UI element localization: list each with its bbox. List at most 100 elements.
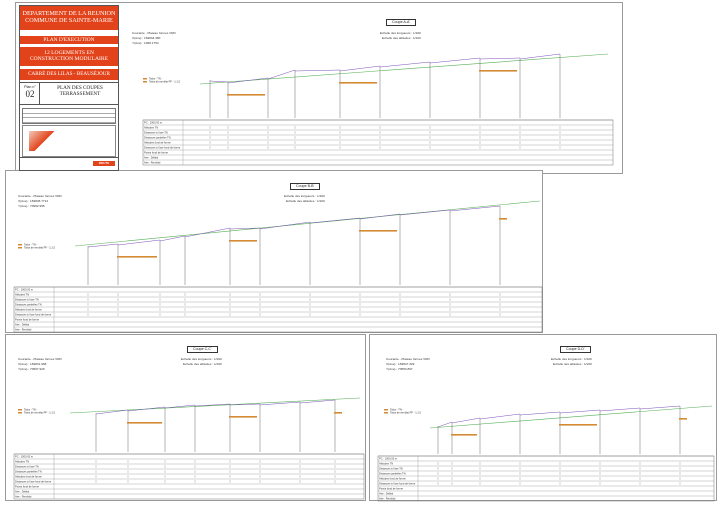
section-c-scale-v: Echelle des altitudes : 1/100 bbox=[183, 362, 222, 366]
section-d-info-3: Y(Axe) : 70553.897 bbox=[386, 367, 413, 371]
section-d-scale-h: Echelle des longueurs : 1/100 bbox=[551, 357, 592, 361]
table-row-label: Distances partielles TN bbox=[144, 135, 171, 139]
plan-row: Plan n° 02 PLAN DES COUPES TERRASSEMENT bbox=[20, 82, 118, 105]
table-row-label: Aire : Déblai bbox=[15, 322, 30, 326]
table-row-label: Distances à l'axe TN bbox=[15, 464, 39, 468]
platform-line bbox=[449, 205, 501, 212]
platform-line bbox=[127, 406, 166, 412]
title-block-footer: ROUTE bbox=[20, 157, 118, 170]
legend-label: Talus de remblai PF - 1:1.5 bbox=[24, 411, 56, 415]
sheet-d bbox=[369, 334, 717, 501]
section-d-info-1: Courante - Plateau formes VRD bbox=[386, 357, 430, 361]
section-a-info-1: Courante - Plateau formes VRD bbox=[132, 31, 176, 35]
legend-label: Talus de remblai PF - 1:1.5 bbox=[24, 246, 56, 250]
legend-label: Talus de remblai PF - 1:1.5 bbox=[149, 80, 181, 84]
platform-line bbox=[379, 61, 431, 68]
platform-line bbox=[227, 77, 269, 84]
legend-label: Talus - TN - bbox=[149, 77, 162, 81]
phase: PLAN D'EXECUTION bbox=[20, 36, 118, 44]
table-row-label: Aire : Déblai bbox=[379, 491, 394, 495]
table-row-label: Aire : Remblai bbox=[379, 496, 396, 500]
section-c-title: Coupe C-C' bbox=[187, 346, 218, 353]
table-row-label: Distances à l'axe fond de forme bbox=[379, 481, 416, 485]
section-d-title: Coupe D-D' bbox=[560, 346, 591, 353]
table-row-label: Distances à l'axe fond de forme bbox=[15, 479, 52, 483]
legend-label: Talus - TN - bbox=[24, 243, 37, 247]
section-a-scale-v: Echelle des altitudes : 1/100 bbox=[382, 36, 421, 40]
table-row-label: Distances partielles TN bbox=[379, 471, 406, 475]
platform-line bbox=[299, 399, 336, 404]
platform-line bbox=[399, 209, 451, 216]
section-b-info-3: Y(Axe) : 70952.995 bbox=[18, 204, 45, 208]
table-row-label: Aire : Remblai bbox=[15, 327, 32, 331]
platform-line bbox=[87, 243, 119, 248]
section-b-info-1: Courante - Plateau formes VRD bbox=[18, 194, 62, 198]
platform-line bbox=[339, 65, 381, 72]
legend-swatch-1 bbox=[18, 409, 22, 411]
table-row-label: Altitudes TN bbox=[144, 125, 158, 129]
platform-line bbox=[294, 69, 341, 72]
section-a-scale-h: Echelle des longueurs : 1/100 bbox=[380, 31, 421, 35]
fill-strip bbox=[229, 240, 257, 242]
fill-strip bbox=[117, 256, 157, 258]
revision-table bbox=[22, 108, 116, 124]
platform-line bbox=[259, 401, 301, 406]
platform-line bbox=[479, 57, 521, 60]
table-row-label: Distances partielles TN bbox=[15, 469, 42, 473]
table-row-label: Altitudes TN bbox=[15, 292, 29, 296]
platform-line bbox=[479, 413, 521, 420]
logo-zone bbox=[22, 125, 116, 157]
table-row-label: Points fond de forme bbox=[379, 486, 403, 490]
platform-line bbox=[309, 217, 361, 224]
ground-line bbox=[199, 53, 609, 85]
platform-line bbox=[209, 80, 229, 83]
table-row-label: Altitudes fond de forme bbox=[144, 140, 171, 144]
table-row-label: Points fond de forme bbox=[15, 484, 39, 488]
platform-line bbox=[429, 57, 481, 64]
plan-title-line-2: TERRASSEMENT bbox=[59, 90, 101, 97]
section-c-scale-h: Echelle des longueurs : 1/100 bbox=[181, 357, 222, 361]
section-c-info-2: X(Axe) : 169841.998 bbox=[18, 362, 47, 366]
legend-swatch-2 bbox=[18, 412, 22, 414]
fill-strip bbox=[229, 416, 257, 418]
table-row-label: Altitudes fond de forme bbox=[15, 307, 42, 311]
platform-line bbox=[359, 213, 401, 220]
platform-line bbox=[519, 53, 561, 60]
plan-title: PLAN DES COUPES TERRASSEMENT bbox=[44, 85, 116, 98]
sheet-b bbox=[5, 170, 543, 333]
table-row-label: Aire : Déblai bbox=[15, 489, 30, 493]
plan-number: Plan n° 02 bbox=[21, 83, 40, 104]
table-row-label: Points fond de forme bbox=[144, 150, 168, 154]
legend-swatch-1 bbox=[18, 244, 22, 246]
platform-line bbox=[259, 221, 311, 230]
legend-swatch-1 bbox=[143, 78, 147, 80]
platform-line bbox=[639, 405, 681, 410]
project-title: 12 LOGEMENTS EN CONSTRUCTION MODULAIRE bbox=[20, 47, 118, 66]
table-row-label: PC : 1000.00 m bbox=[144, 120, 162, 124]
fill-strip bbox=[339, 82, 377, 84]
project-line-2: CONSTRUCTION MODULAIRE bbox=[29, 56, 109, 63]
legend-label: Talus de remblai PF - 1:1.5 bbox=[390, 411, 422, 415]
section-a-info-2: X(Axe) : 169834.380 bbox=[132, 36, 161, 40]
fill-strip bbox=[127, 422, 162, 424]
plan-number-value: 02 bbox=[25, 89, 35, 99]
platform-line bbox=[229, 227, 261, 230]
fill-strip bbox=[679, 418, 687, 420]
title-header: DEPARTEMENT DE LA REUNION COMMUNE DE SAI… bbox=[20, 6, 118, 30]
platform-line bbox=[164, 404, 196, 409]
ground-line bbox=[429, 405, 713, 429]
fill-strip bbox=[451, 434, 477, 436]
plan-number-label: Plan n° bbox=[24, 85, 36, 89]
table-row-label: Aire : Remblai bbox=[15, 494, 32, 498]
department: DEPARTEMENT DE LA REUNION bbox=[22, 10, 116, 17]
commune: COMMUNE DE SAINTE-MARIE bbox=[25, 17, 113, 24]
table-row-label: PC : 1000.00 m bbox=[15, 454, 33, 458]
section-a-title: Coupe A-A' bbox=[386, 19, 417, 26]
section-b-info-2: X(Axe) : 169845.7712 bbox=[18, 199, 49, 203]
company-logo-icon bbox=[29, 131, 55, 151]
site-name: CARRÉ DES LILAS - BEAUSÉJOUR bbox=[20, 69, 118, 80]
legend-label: Talus - TN - bbox=[24, 408, 37, 412]
table-row-label: Points fond de forme bbox=[15, 317, 39, 321]
legend-swatch-2 bbox=[143, 81, 147, 83]
